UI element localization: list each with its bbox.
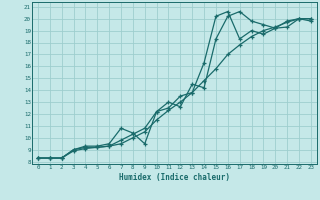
X-axis label: Humidex (Indice chaleur): Humidex (Indice chaleur) [119, 173, 230, 182]
